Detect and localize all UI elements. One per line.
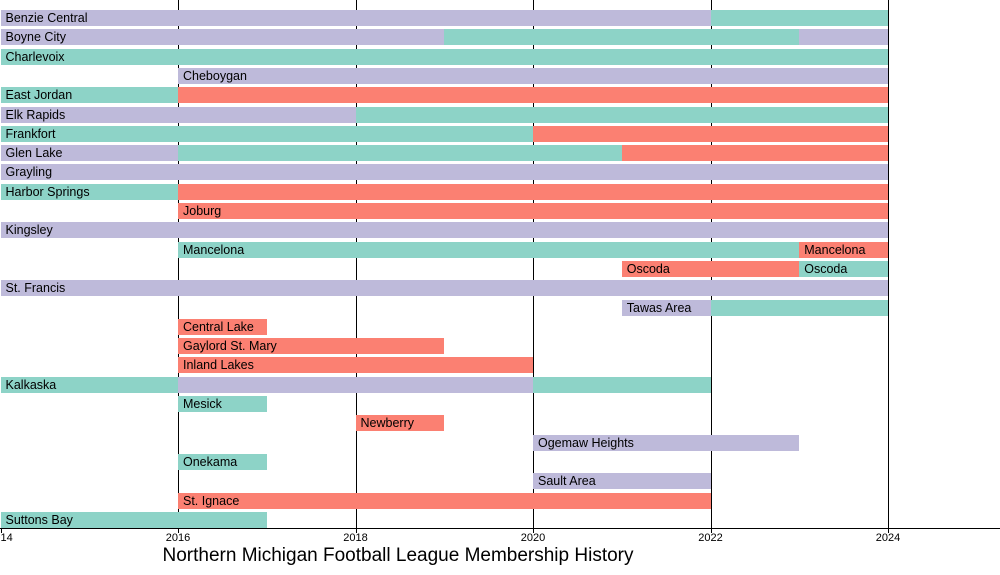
gantt-bar-segment bbox=[178, 241, 800, 258]
gantt-bar-segment bbox=[178, 396, 267, 412]
year-gridline bbox=[355, 0, 357, 533]
gantt-bar-segment bbox=[178, 145, 622, 162]
gantt-bar-segment bbox=[0, 87, 178, 104]
gantt-bar-segment bbox=[0, 125, 533, 142]
bar-label: Ogemaw Heights bbox=[538, 435, 634, 450]
gantt-bar-segment bbox=[178, 203, 888, 219]
bar-label: Benzie Central bbox=[5, 11, 88, 25]
bar-label: Cheboygan bbox=[183, 68, 247, 83]
bar-label: Grayling bbox=[5, 165, 53, 180]
bar-label: Inland Lakes bbox=[183, 358, 254, 373]
bar-label: Gaylord St. Mary bbox=[183, 339, 277, 354]
x-tick-label: 2020 bbox=[520, 532, 546, 544]
x-axis-line bbox=[0, 528, 1000, 529]
x-axis-tick bbox=[710, 528, 712, 533]
gantt-bar-segment bbox=[178, 376, 533, 393]
bar-label: Charlevoix bbox=[5, 49, 65, 64]
gantt-bar-segment bbox=[533, 473, 711, 490]
bar-label: Frankfort bbox=[5, 126, 56, 141]
gantt-bar-segment bbox=[799, 241, 888, 258]
bar-label: Sault Area bbox=[538, 474, 596, 489]
gantt-bar-segment bbox=[621, 145, 888, 162]
bar-label: Elk Rapids bbox=[5, 107, 66, 122]
gantt-bar-segment bbox=[799, 29, 888, 46]
gantt-bar-segment bbox=[0, 145, 178, 162]
bar-label: Kalkaska bbox=[5, 377, 57, 392]
gantt-bar-segment bbox=[0, 29, 445, 46]
bar-label: Glen Lake bbox=[5, 146, 63, 161]
gantt-bar-segment bbox=[0, 511, 267, 528]
gantt-bar-segment bbox=[178, 453, 267, 470]
x-axis-tick bbox=[0, 528, 2, 533]
bar-label: St. Ignace bbox=[183, 493, 240, 508]
bar-label: St. Francis bbox=[5, 281, 66, 296]
gantt-bar-segment bbox=[355, 106, 888, 123]
gantt-bar-segment bbox=[178, 318, 267, 335]
bar-label: Tawas Area bbox=[626, 300, 692, 315]
gantt-bar-segment bbox=[178, 67, 888, 84]
gantt-bar-segment bbox=[0, 222, 888, 239]
bar-label: Central Lake bbox=[183, 319, 254, 334]
bar-label: Harbor Springs bbox=[5, 184, 90, 199]
gantt-bar-segment bbox=[178, 357, 533, 374]
year-gridline bbox=[178, 0, 179, 533]
year-gridline bbox=[888, 0, 889, 533]
x-axis-tick bbox=[533, 528, 534, 533]
gantt-bar-segment bbox=[0, 106, 356, 123]
bar-label: Onekama bbox=[183, 454, 238, 469]
gantt-bar-segment bbox=[444, 29, 800, 46]
gantt-bar-segment bbox=[0, 280, 888, 297]
gantt-bar-segment bbox=[533, 376, 711, 393]
gantt-bar-segment bbox=[799, 260, 888, 277]
bar-label: Oscoda bbox=[626, 261, 670, 276]
gantt-bar-segment bbox=[533, 125, 888, 142]
bar-label: Oscoda bbox=[804, 261, 848, 276]
gantt-bar-segment bbox=[710, 299, 888, 316]
gantt-bar-segment bbox=[0, 376, 178, 393]
bar-label: Newberry bbox=[360, 416, 415, 431]
gantt-bar-segment bbox=[710, 10, 888, 26]
x-tick-label: 2016 bbox=[165, 532, 191, 544]
x-tick-label: 2022 bbox=[698, 532, 723, 544]
bar-label: Kingsley bbox=[5, 223, 53, 238]
gantt-bar-segment bbox=[0, 10, 711, 26]
bar-label: Mesick bbox=[183, 397, 222, 411]
bar-label: Mancelona bbox=[183, 242, 245, 257]
x-axis-tick bbox=[888, 528, 889, 533]
bar-label: Suttons Bay bbox=[5, 512, 73, 527]
year-gridline bbox=[533, 0, 534, 533]
x-tick-label: 2018 bbox=[343, 532, 368, 544]
gantt-bar-segment bbox=[178, 492, 711, 509]
x-axis-tick bbox=[355, 528, 357, 533]
gantt-bar-segment bbox=[621, 260, 800, 277]
bar-label: Boyne City bbox=[5, 30, 66, 45]
chart-title: Northern Michigan Football League Member… bbox=[162, 545, 634, 566]
x-tick-label: 2024 bbox=[875, 532, 901, 544]
gantt-bar-segment bbox=[533, 434, 800, 451]
x-tick-label: 2014 bbox=[0, 532, 13, 544]
bar-label: Mancelona bbox=[804, 242, 866, 257]
gantt-bar-segment bbox=[178, 87, 888, 104]
gantt-bar-segment bbox=[355, 415, 445, 432]
bar-label: Joburg bbox=[183, 204, 222, 218]
gantt-bar-segment bbox=[0, 48, 888, 65]
gantt-bar-segment bbox=[621, 299, 711, 316]
x-axis-tick bbox=[178, 528, 179, 533]
gantt-bar-segment bbox=[178, 183, 888, 200]
gantt-bar-segment bbox=[0, 183, 178, 200]
gantt-bar-segment bbox=[0, 164, 888, 181]
gantt-bar-segment bbox=[178, 338, 445, 355]
bar-label: East Jordan bbox=[5, 88, 73, 103]
